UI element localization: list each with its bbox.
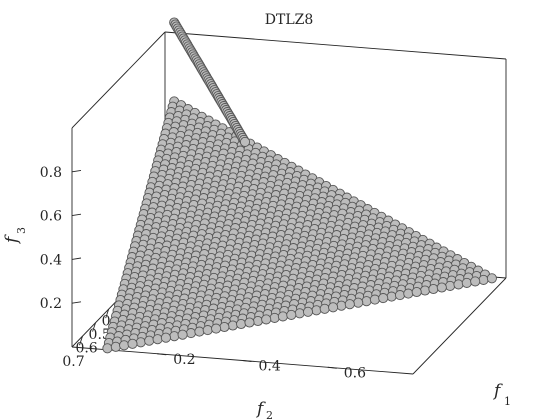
z-tick-mark xyxy=(71,301,82,304)
z-tick-mark xyxy=(71,213,82,217)
data-point xyxy=(194,326,205,337)
data-point xyxy=(353,297,364,308)
y-tick-label: 0.5 xyxy=(89,327,111,343)
y-tick-mark xyxy=(92,322,97,332)
z-tick-label: 0.4 xyxy=(40,252,62,268)
data-point xyxy=(302,306,314,317)
y-tick-label: 0.7 xyxy=(62,354,84,370)
data-point xyxy=(394,290,406,301)
data-point xyxy=(378,293,389,304)
top-back-x-edge xyxy=(164,31,507,60)
y-tick-mark xyxy=(105,308,110,319)
data-point xyxy=(202,325,213,336)
data-point xyxy=(361,296,372,307)
data-point xyxy=(277,311,288,322)
data-point xyxy=(236,318,247,330)
data-point xyxy=(244,317,255,328)
z-tick-label: 0.6 xyxy=(40,209,62,225)
data-point xyxy=(227,320,238,331)
data-point xyxy=(294,308,305,319)
data-point xyxy=(336,300,347,311)
z-tick-mark xyxy=(71,257,82,260)
x-tick-mark xyxy=(242,360,252,362)
data-point xyxy=(219,321,230,333)
data-point xyxy=(177,329,188,340)
data-point xyxy=(261,314,272,325)
data-point xyxy=(185,328,197,339)
top-back-y-edge xyxy=(71,31,166,129)
data-point xyxy=(286,309,297,320)
data-point xyxy=(135,337,146,348)
x-axis-label-main: f xyxy=(492,381,503,401)
x-axis-label-sub: 1 xyxy=(504,395,511,408)
z-axis-label-sub: 3 xyxy=(15,227,28,234)
data-point xyxy=(144,335,155,346)
data-point xyxy=(252,315,263,327)
x-tick-label: 0.2 xyxy=(173,352,195,368)
data-point xyxy=(419,285,431,296)
x-tick-mark xyxy=(157,353,167,356)
data-point xyxy=(269,312,280,323)
chart-title: DTLZ8 xyxy=(265,12,314,28)
z-tick-label: 0.8 xyxy=(40,165,62,181)
data-point xyxy=(127,338,138,349)
x-tick-label: 0.4 xyxy=(259,359,281,375)
data-point xyxy=(152,334,163,345)
y-tick-label: 0.6 xyxy=(75,341,97,357)
data-point xyxy=(369,294,380,305)
data-point xyxy=(428,283,439,295)
data-point xyxy=(344,299,355,310)
z-axis-label-main: f xyxy=(2,234,22,245)
data-point xyxy=(211,323,222,334)
x-tick-label: 0.6 xyxy=(344,365,366,381)
data-point xyxy=(470,276,481,287)
data-point xyxy=(328,302,339,313)
data-point xyxy=(169,331,180,342)
data-point xyxy=(119,340,130,351)
data-point xyxy=(160,332,171,343)
data-point xyxy=(319,303,330,314)
data-point xyxy=(239,136,251,147)
x-axis-label: f 1 xyxy=(492,381,511,408)
data-point xyxy=(411,286,422,298)
data-points xyxy=(102,17,497,354)
data-point xyxy=(102,343,113,354)
y-axis-label: f 2 xyxy=(255,399,273,420)
data-point xyxy=(445,280,456,291)
data-point xyxy=(311,305,322,316)
data-point xyxy=(478,274,489,285)
floor-right-x-edge xyxy=(412,277,507,375)
z-tick-mark xyxy=(71,169,82,173)
y-axis-label-sub: 2 xyxy=(266,409,273,420)
x-tick-mark xyxy=(327,366,337,369)
data-point xyxy=(453,279,464,290)
data-point xyxy=(461,277,472,288)
data-point xyxy=(403,288,414,299)
data-point xyxy=(486,273,497,284)
data-point xyxy=(386,291,397,302)
data-point xyxy=(110,341,121,352)
data-point xyxy=(436,282,447,293)
y-axis-label-main: f xyxy=(255,399,266,419)
y-tick-mark xyxy=(79,336,83,346)
z-tick-label: 0.2 xyxy=(40,296,62,312)
z-axis-label: f 3 xyxy=(2,227,28,245)
